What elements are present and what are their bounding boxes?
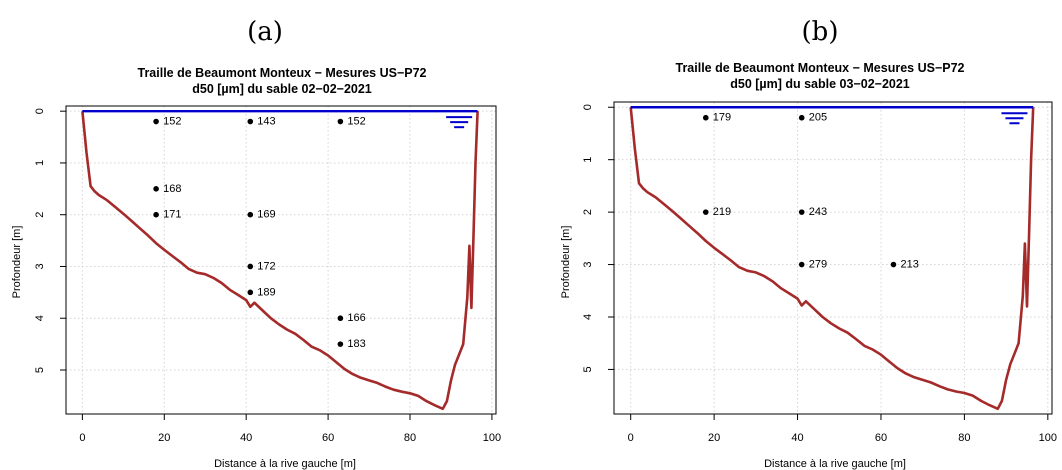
panel-a-x-axis-label: Distance à la rive gauche [m] — [214, 458, 356, 470]
panel-a-sample-label: 166 — [347, 312, 365, 324]
panel-b-y-axis-label: Profondeur [m] — [560, 226, 572, 299]
panel-a-sample-label: 172 — [257, 260, 275, 272]
panel-a-x-tick-label: 0 — [79, 432, 85, 444]
panel-a-sample-point — [153, 118, 159, 125]
panel-a-sample-point — [247, 118, 254, 125]
panel-a-y-tick-label: 4 — [34, 315, 46, 321]
panel-a-subtitle: d50 [µm] du sable 02−02−2021 — [192, 82, 372, 96]
panel-a-y-tick-label: 2 — [34, 212, 46, 218]
panel-b-x-tick-label: 40 — [791, 432, 803, 444]
panel-a-x-tick-label: 80 — [404, 432, 416, 444]
panel-a-x-tick-label: 100 — [483, 432, 501, 444]
panel-b: (b) Traille de Beaumont Monteux − Mesure… — [560, 17, 1057, 470]
panel-b-label: (b) — [802, 17, 839, 47]
panel-b-y-tick-label: 5 — [582, 366, 594, 372]
panel-a-sample-point — [153, 211, 159, 218]
panel-b-plot-frame — [613, 101, 1053, 415]
panel-a-sample-label: 169 — [257, 209, 275, 221]
panel-b-x-tick-label: 20 — [708, 432, 720, 444]
panel-b-x-tick-label: 60 — [875, 432, 887, 444]
panel-a-bed-profile — [81, 111, 479, 411]
panel-b-y-tick-label: 3 — [582, 261, 594, 267]
panel-a-y-tick-label: 3 — [34, 263, 46, 269]
panel-b-sample-label: 179 — [713, 112, 731, 124]
panel-a-sample-label: 189 — [257, 286, 275, 298]
panel-a-y-tick-label: 5 — [34, 367, 46, 373]
panel-a-y-axis-label: Profondeur [m] — [11, 226, 23, 299]
panel-a-x-tick-label: 60 — [322, 432, 334, 444]
panel-b-water-level-symbol — [1001, 112, 1028, 125]
panel-b-bed-profile — [629, 107, 1035, 411]
panel-a-water-level-symbol — [446, 116, 473, 129]
panel-a-sample-label: 168 — [163, 183, 181, 195]
panel-b-sample-point — [798, 209, 805, 215]
panel-b-y-tick-label: 0 — [582, 104, 594, 110]
panel-b-y-tick-label: 2 — [582, 209, 594, 215]
panel-a-sample-label: 152 — [163, 116, 181, 128]
panel-b-sample-label: 205 — [809, 112, 827, 124]
panel-a-sample-label: 152 — [347, 116, 365, 128]
panel-b-title: Traille de Beaumont Monteux − Mesures US… — [676, 61, 965, 75]
panel-a-y-tick-label: 0 — [34, 108, 46, 114]
panel-b-x-tick-label: 100 — [1039, 432, 1057, 444]
panel-a-plot-frame — [65, 105, 497, 415]
panel-b-sample-point — [798, 114, 805, 121]
panel-b-x-axis-label: Distance à la rive gauche [m] — [764, 458, 906, 470]
panel-a-x-tick-label: 20 — [158, 432, 170, 444]
panel-b-sample-label: 279 — [809, 259, 827, 271]
panel-a-sample-point — [337, 341, 344, 347]
panel-b-x-tick-label: 80 — [958, 432, 970, 444]
panel-b-sample-point — [702, 209, 709, 215]
panel-b-sample-point — [798, 261, 805, 268]
panel-b-sample-label: 213 — [900, 259, 918, 271]
panel-a-sample-label: 171 — [163, 209, 181, 221]
panel-a-sample-point — [247, 289, 254, 296]
panel-b-x-tick-label: 0 — [628, 432, 634, 444]
panel-b-y-tick-label: 1 — [582, 157, 594, 163]
panel-b-sample-point — [890, 261, 897, 268]
panel-b-y-tick-label: 4 — [582, 314, 594, 320]
panel-a-label: (a) — [247, 17, 283, 47]
panel-a-y-tick-label: 1 — [34, 160, 46, 166]
panel-a: (a) Traille de Beaumont Monteux − Mesure… — [11, 17, 501, 470]
panel-a-sample-label: 183 — [347, 338, 365, 350]
panel-a-sample-point — [337, 118, 344, 125]
panel-a-sample-point — [337, 315, 344, 322]
panel-b-subtitle: d50 [µm] du sable 03−02−2021 — [730, 77, 910, 91]
panel-a-sample-point — [153, 186, 159, 192]
panel-b-sample-point — [702, 114, 709, 121]
panel-a-sample-point — [247, 263, 254, 270]
panel-b-sample-label: 243 — [809, 206, 827, 218]
panel-b-sample-label: 219 — [713, 206, 731, 218]
panel-a-title: Traille de Beaumont Monteux − Mesures US… — [138, 66, 427, 80]
panel-a-sample-label: 143 — [257, 116, 275, 128]
panel-a-sample-point — [247, 211, 254, 218]
panel-a-x-tick-label: 40 — [240, 432, 252, 444]
